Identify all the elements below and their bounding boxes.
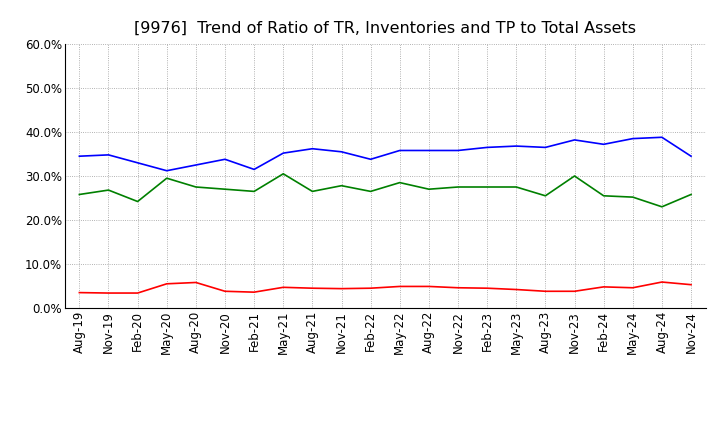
Trade Payables	[220, 187, 229, 192]
Inventories	[483, 145, 492, 150]
Inventories	[657, 135, 666, 140]
Trade Payables	[308, 189, 317, 194]
Line: Inventories: Inventories	[79, 137, 691, 171]
Trade Payables	[104, 187, 113, 193]
Trade Payables	[629, 194, 637, 200]
Inventories	[541, 145, 550, 150]
Trade Receivables	[250, 290, 258, 295]
Inventories	[75, 154, 84, 159]
Trade Receivables	[75, 290, 84, 295]
Trade Payables	[395, 180, 404, 185]
Trade Payables	[133, 199, 142, 204]
Trade Payables	[541, 193, 550, 198]
Trade Receivables	[133, 290, 142, 296]
Trade Receivables	[454, 285, 462, 290]
Inventories	[163, 168, 171, 173]
Trade Receivables	[512, 287, 521, 292]
Trade Receivables	[192, 280, 200, 285]
Trade Payables	[657, 204, 666, 209]
Inventories	[512, 143, 521, 149]
Trade Payables	[192, 184, 200, 190]
Inventories	[366, 157, 375, 162]
Trade Receivables	[483, 286, 492, 291]
Trade Payables	[163, 176, 171, 181]
Inventories	[308, 146, 317, 151]
Line: Trade Payables: Trade Payables	[79, 174, 691, 207]
Trade Receivables	[104, 290, 113, 296]
Trade Payables	[687, 192, 696, 197]
Trade Receivables	[570, 289, 579, 294]
Line: Trade Receivables: Trade Receivables	[79, 282, 691, 293]
Trade Payables	[279, 171, 287, 176]
Trade Payables	[425, 187, 433, 192]
Inventories	[629, 136, 637, 141]
Trade Payables	[570, 173, 579, 179]
Inventories	[279, 150, 287, 156]
Inventories	[395, 148, 404, 153]
Trade Payables	[599, 193, 608, 198]
Inventories	[337, 149, 346, 154]
Inventories	[425, 148, 433, 153]
Inventories	[570, 137, 579, 143]
Trade Receivables	[279, 285, 287, 290]
Inventories	[454, 148, 462, 153]
Trade Receivables	[599, 284, 608, 290]
Trade Payables	[366, 189, 375, 194]
Trade Payables	[75, 192, 84, 197]
Inventories	[133, 160, 142, 165]
Inventories	[687, 154, 696, 159]
Inventories	[250, 167, 258, 172]
Trade Receivables	[220, 289, 229, 294]
Trade Receivables	[687, 282, 696, 287]
Title: [9976]  Trend of Ratio of TR, Inventories and TP to Total Assets: [9976] Trend of Ratio of TR, Inventories…	[134, 21, 636, 36]
Trade Payables	[337, 183, 346, 188]
Inventories	[599, 142, 608, 147]
Inventories	[192, 162, 200, 168]
Trade Payables	[250, 189, 258, 194]
Trade Payables	[512, 184, 521, 190]
Inventories	[220, 157, 229, 162]
Trade Receivables	[395, 284, 404, 289]
Trade Receivables	[541, 289, 550, 294]
Trade Receivables	[629, 285, 637, 290]
Trade Receivables	[163, 281, 171, 286]
Trade Receivables	[425, 284, 433, 289]
Inventories	[104, 152, 113, 158]
Trade Receivables	[657, 279, 666, 285]
Trade Receivables	[308, 286, 317, 291]
Trade Payables	[454, 184, 462, 190]
Trade Receivables	[337, 286, 346, 291]
Trade Receivables	[366, 286, 375, 291]
Trade Payables	[483, 184, 492, 190]
